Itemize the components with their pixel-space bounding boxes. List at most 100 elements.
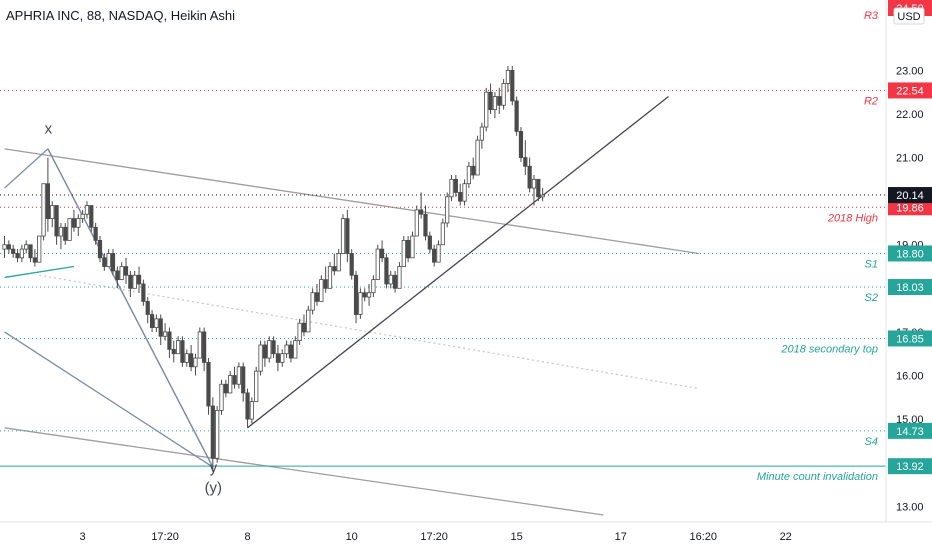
candle[interactable] <box>379 240 385 263</box>
candle[interactable] <box>197 327 202 359</box>
candle[interactable] <box>432 244 437 267</box>
candle[interactable] <box>440 218 445 246</box>
candle[interactable] <box>106 249 111 267</box>
trendline-wave-left-up[interactable] <box>4 148 49 189</box>
candle[interactable] <box>436 240 441 263</box>
candle[interactable] <box>484 87 489 132</box>
trendline-uptrend-line[interactable] <box>247 96 669 429</box>
candle[interactable] <box>11 244 16 258</box>
candle[interactable] <box>102 253 107 271</box>
candle[interactable] <box>115 266 120 289</box>
candle[interactable] <box>401 236 406 267</box>
candle[interactable] <box>202 327 207 372</box>
candle[interactable] <box>353 270 359 324</box>
candle[interactable] <box>384 253 389 289</box>
candle[interactable] <box>497 87 502 114</box>
candle[interactable] <box>423 205 428 241</box>
candle[interactable] <box>492 92 498 119</box>
candle[interactable] <box>136 266 142 293</box>
candle[interactable] <box>171 340 176 363</box>
candle[interactable] <box>45 157 51 232</box>
candle[interactable] <box>149 310 155 332</box>
candle[interactable] <box>184 349 189 367</box>
candle[interactable] <box>132 270 137 289</box>
candle[interactable] <box>228 371 233 394</box>
candle[interactable] <box>358 288 363 319</box>
candle[interactable] <box>293 336 298 359</box>
candle[interactable] <box>67 218 72 241</box>
trendline-channel-mid-dotted[interactable] <box>39 274 700 390</box>
candle[interactable] <box>58 222 64 250</box>
candle[interactable] <box>37 235 42 263</box>
trendline-teal-segment[interactable] <box>4 265 75 279</box>
candle[interactable] <box>54 205 59 245</box>
candle[interactable] <box>154 314 159 332</box>
candle[interactable] <box>119 262 124 281</box>
currency-box[interactable] <box>893 7 925 25</box>
candle[interactable] <box>540 188 545 202</box>
candle[interactable] <box>306 305 311 333</box>
candle[interactable] <box>323 266 328 293</box>
candle[interactable] <box>93 222 98 245</box>
candle[interactable] <box>271 336 276 359</box>
trendline-wave-lower-leg[interactable] <box>4 331 214 468</box>
candle[interactable] <box>236 362 241 389</box>
candle[interactable] <box>523 140 528 175</box>
candle[interactable] <box>427 231 432 254</box>
candle[interactable] <box>340 214 346 254</box>
candle[interactable] <box>414 205 419 237</box>
trendline-wave-line-2[interactable] <box>47 148 214 468</box>
candle[interactable] <box>162 323 168 341</box>
candle[interactable] <box>301 314 307 337</box>
candle[interactable] <box>462 179 467 206</box>
candle[interactable] <box>397 262 402 289</box>
candle[interactable] <box>262 340 268 367</box>
candle[interactable] <box>254 366 259 403</box>
candle[interactable] <box>223 379 228 398</box>
candle[interactable] <box>6 240 11 254</box>
candle[interactable] <box>241 362 246 402</box>
candle[interactable] <box>41 183 46 241</box>
candle[interactable] <box>510 66 515 106</box>
candle[interactable] <box>518 127 524 162</box>
candle[interactable] <box>2 236 7 258</box>
candle[interactable] <box>180 336 185 367</box>
candle[interactable] <box>167 327 172 359</box>
candle[interactable] <box>71 209 77 232</box>
candle[interactable] <box>215 406 220 463</box>
candle[interactable] <box>319 275 324 302</box>
candle[interactable] <box>76 214 81 237</box>
candle[interactable] <box>406 236 411 263</box>
candle[interactable] <box>327 262 333 289</box>
candle[interactable] <box>280 349 285 367</box>
candle[interactable] <box>50 201 55 228</box>
candle[interactable] <box>32 249 37 267</box>
trendline-channel-lower[interactable] <box>4 427 604 516</box>
candle[interactable] <box>458 183 463 206</box>
candle[interactable] <box>371 275 376 298</box>
candle[interactable] <box>232 366 237 389</box>
candle[interactable] <box>531 175 537 206</box>
candle[interactable] <box>366 283 372 306</box>
candle[interactable] <box>80 209 85 223</box>
candle[interactable] <box>310 288 315 315</box>
candle[interactable] <box>471 157 476 180</box>
candle[interactable] <box>128 270 133 298</box>
candle[interactable] <box>453 175 458 197</box>
candle[interactable] <box>375 244 380 281</box>
candle[interactable] <box>219 379 224 415</box>
candle[interactable] <box>288 340 294 363</box>
candle[interactable] <box>284 340 289 359</box>
candle[interactable] <box>97 236 103 263</box>
candle[interactable] <box>514 96 519 136</box>
candle[interactable] <box>258 340 263 376</box>
candle[interactable] <box>332 253 337 276</box>
candle[interactable] <box>297 318 302 345</box>
candle[interactable] <box>24 240 29 254</box>
candle[interactable] <box>501 79 506 110</box>
candle[interactable] <box>314 283 320 306</box>
candle[interactable] <box>123 257 129 284</box>
candle[interactable] <box>392 270 398 293</box>
